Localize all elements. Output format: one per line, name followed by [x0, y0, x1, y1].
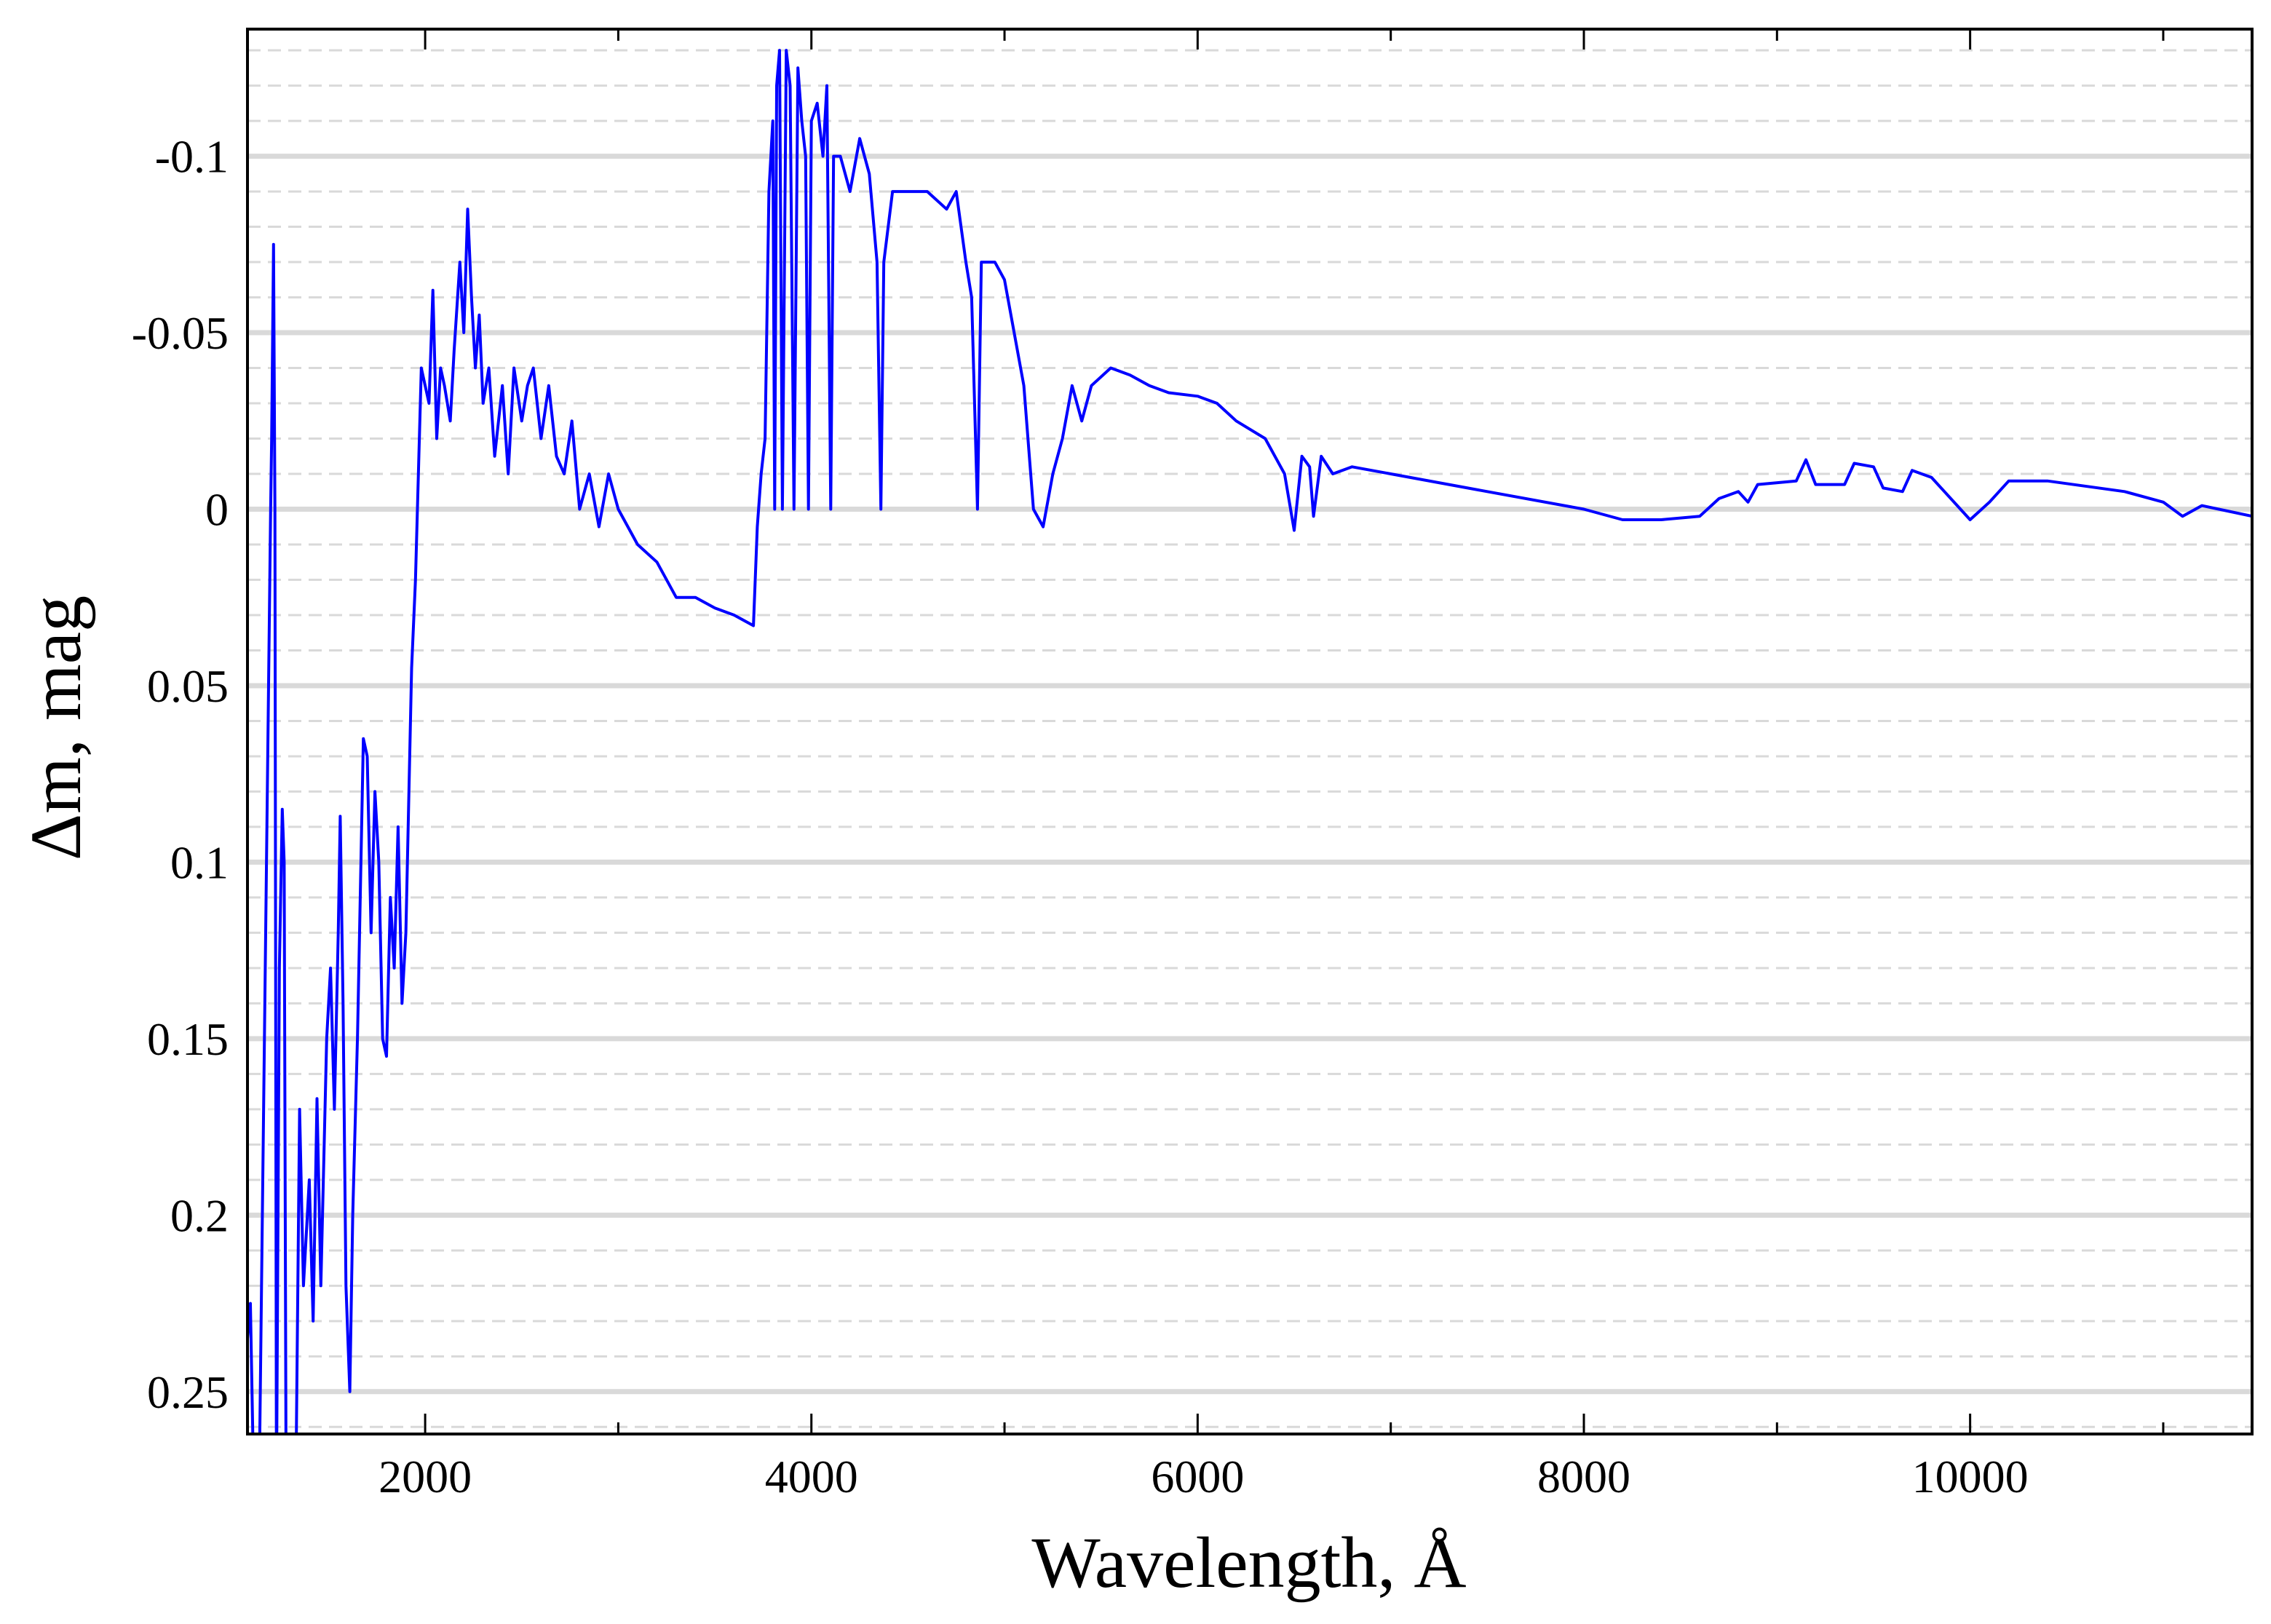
x-tick-label: 8000	[1537, 1451, 1630, 1502]
x-tick-label: 2000	[378, 1451, 472, 1502]
x-tick-label: 4000	[765, 1451, 858, 1502]
plot-frame	[246, 28, 2254, 1435]
y-tick-label: 0.05	[147, 660, 229, 712]
y-tick-label: 0.15	[147, 1013, 229, 1065]
y-tick-label: 0.1	[170, 836, 229, 888]
y-tick-label: -0.05	[132, 307, 229, 359]
y-axis-label: Δm, mag	[15, 595, 96, 860]
data-line	[247, 49, 2252, 1434]
x-tick-label: 10000	[1912, 1451, 2029, 1502]
y-tick-label: 0	[205, 483, 229, 535]
y-tick-label: 0.2	[170, 1189, 229, 1241]
x-axis-label: Wavelength, Å	[1031, 1522, 1466, 1603]
x-tick-label: 6000	[1151, 1451, 1244, 1502]
y-tick-label: -0.1	[155, 131, 229, 183]
y-tick-label: 0.25	[147, 1366, 229, 1418]
